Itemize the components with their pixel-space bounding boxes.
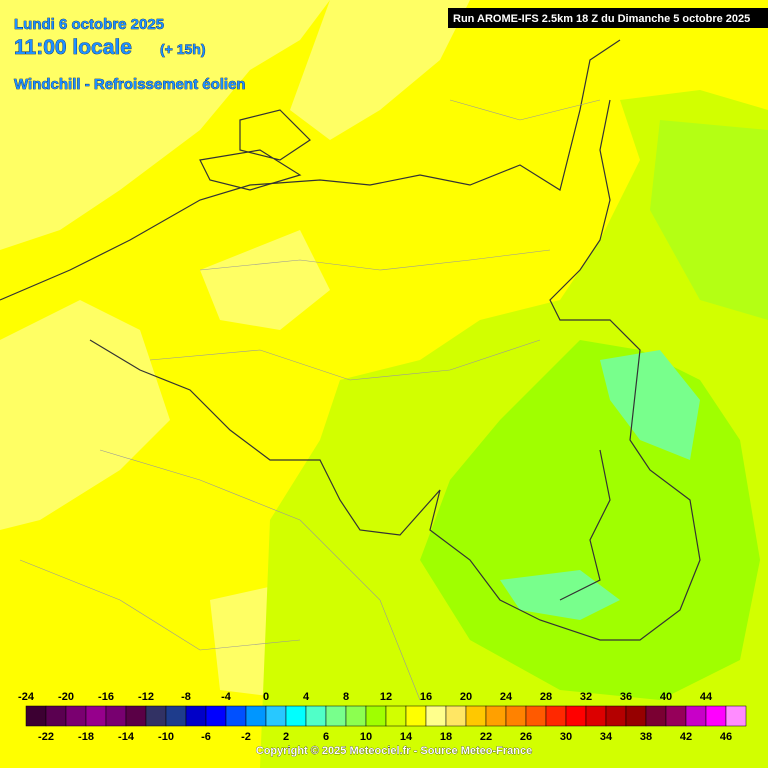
scale-label: 32	[580, 691, 592, 703]
scale-label: -14	[118, 731, 135, 743]
scale-label: 36	[620, 691, 632, 703]
country-border	[89, 99, 701, 641]
color-swatch	[25, 705, 47, 727]
scale-label: 38	[640, 731, 652, 743]
region-boundary	[19, 99, 601, 701]
color-swatch	[485, 705, 507, 727]
color-swatch	[465, 705, 487, 727]
scale-label: -10	[158, 731, 174, 743]
country-border	[559, 449, 611, 601]
color-swatch	[265, 705, 287, 727]
pale-region	[0, 300, 170, 530]
scale-label: 26	[520, 731, 532, 743]
color-swatch	[205, 705, 227, 727]
scale-label: 34	[600, 731, 613, 743]
scale-label: 0	[263, 691, 269, 703]
color-swatch	[285, 705, 307, 727]
scale-label: 8	[343, 691, 349, 703]
scale-label: 24	[500, 691, 513, 703]
color-swatch	[685, 705, 707, 727]
color-swatch	[565, 705, 587, 727]
scale-label: 12	[380, 691, 392, 703]
scale-label: 6	[323, 731, 329, 743]
color-swatch	[325, 705, 347, 727]
cool-region	[500, 570, 620, 620]
color-swatch	[505, 705, 527, 727]
green-region	[650, 120, 768, 320]
scale-label: 28	[540, 691, 552, 703]
scale-label: 16	[420, 691, 432, 703]
lead-time: (+ 15h)	[160, 41, 206, 57]
scale-label: 18	[440, 731, 452, 743]
color-swatch	[665, 705, 687, 727]
color-swatch	[165, 705, 187, 727]
scale-label: 22	[480, 731, 492, 743]
color-swatch	[645, 705, 667, 727]
color-swatch	[405, 705, 427, 727]
scale-label: 30	[560, 731, 572, 743]
color-swatch	[225, 705, 247, 727]
scale-label: 46	[720, 731, 732, 743]
run-box	[448, 8, 768, 28]
color-swatch	[705, 705, 727, 727]
scale-label: -16	[98, 691, 114, 703]
scale-label: -2	[241, 731, 251, 743]
color-swatch	[245, 705, 267, 727]
color-swatch	[105, 705, 127, 727]
scale-label: -12	[138, 691, 154, 703]
scale-label: -20	[58, 691, 74, 703]
scale-label: 44	[700, 691, 713, 703]
color-swatch	[345, 705, 367, 727]
scale-label: 42	[680, 731, 692, 743]
color-swatch	[625, 705, 647, 727]
copyright: Copyright © 2025 Meteociel.fr - Source M…	[256, 745, 532, 757]
color-swatch	[185, 705, 207, 727]
color-swatch	[85, 705, 107, 727]
parameter-name: Windchill - Refroissement éolien	[14, 76, 246, 93]
pale-region	[200, 230, 330, 330]
color-swatch	[365, 705, 387, 727]
scale-label: -4	[221, 691, 232, 703]
color-swatch	[45, 705, 67, 727]
pale-region	[0, 0, 330, 250]
color-swatch	[585, 705, 607, 727]
scale-label: -18	[78, 731, 94, 743]
color-swatch	[65, 705, 87, 727]
color-swatch	[525, 705, 547, 727]
color-swatch	[145, 705, 167, 727]
scale-label: -22	[38, 731, 54, 743]
scale-label: -6	[201, 731, 211, 743]
color-swatch	[125, 705, 147, 727]
scale-label: 14	[400, 731, 413, 743]
color-swatch	[425, 705, 447, 727]
scale-label: 20	[460, 691, 472, 703]
forecast-time: 11:00 locale	[14, 36, 132, 59]
color-swatch	[725, 705, 747, 727]
color-swatch	[385, 705, 407, 727]
forecast-date: Lundi 6 octobre 2025	[14, 16, 164, 33]
color-swatch	[305, 705, 327, 727]
color-scale: -24-22-20-18-16-14-12-10-8-6-4-202468101…	[18, 691, 747, 743]
color-swatch	[605, 705, 627, 727]
run-info: Run AROME-IFS 2.5km 18 Z du Dimanche 5 o…	[453, 13, 750, 25]
island-outline	[199, 109, 311, 191]
pale-region	[290, 0, 470, 140]
scale-label: 2	[283, 731, 289, 743]
scale-label: 40	[660, 691, 672, 703]
scale-label: 4	[303, 691, 310, 703]
scale-label: -24	[18, 691, 35, 703]
coastline	[0, 39, 621, 301]
color-swatch	[445, 705, 467, 727]
color-swatch	[545, 705, 567, 727]
cool-region	[600, 350, 700, 460]
scale-label: 10	[360, 731, 372, 743]
scale-label: -8	[181, 691, 191, 703]
